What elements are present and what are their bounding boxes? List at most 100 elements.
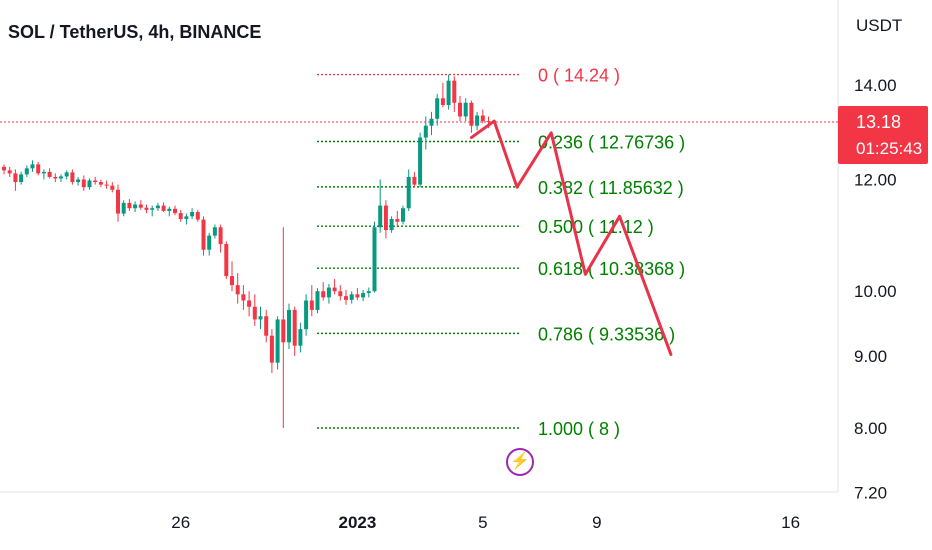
candle-body	[230, 276, 234, 286]
candle-body	[292, 309, 297, 346]
candle-body	[480, 115, 485, 122]
candle-body	[150, 208, 155, 210]
candle-body	[395, 219, 400, 222]
currency-label: USDT	[856, 16, 903, 35]
candle-body	[378, 205, 383, 228]
candle-body	[435, 98, 440, 119]
candle-body	[24, 168, 29, 175]
candle-body	[138, 204, 143, 208]
fib-level-label: 0.236 ( 12.76736 )	[538, 132, 685, 152]
last-price-badge: 13.18 01:25:43	[838, 106, 928, 164]
candle-body	[116, 189, 120, 214]
candle-body	[87, 180, 92, 188]
candle-body	[155, 205, 160, 209]
candle-body	[304, 300, 309, 330]
candle-body	[332, 287, 337, 292]
candle-body	[59, 176, 63, 179]
candle-body	[241, 294, 246, 301]
price-tick-label: 12.00	[854, 170, 897, 189]
candle-body	[184, 216, 189, 220]
candle-body	[178, 213, 183, 220]
candles	[2, 74, 491, 428]
candle-body	[429, 118, 434, 126]
candle-body	[81, 179, 86, 188]
candle-body	[458, 102, 462, 117]
candle-body	[383, 205, 388, 231]
candle-body	[98, 182, 103, 185]
candle-body	[173, 208, 177, 214]
candle-body	[36, 164, 41, 174]
candle-body	[247, 300, 252, 307]
fib-level-label: 1.000 ( 8 )	[538, 419, 620, 439]
fib-level-label: 0.500 ( 11.12 )	[538, 217, 654, 237]
candle-body	[469, 102, 474, 126]
fib-level-label: 0.382 ( 11.85632 )	[538, 178, 684, 198]
candle-body	[412, 176, 417, 185]
candle-body	[258, 316, 263, 320]
candle-body	[19, 174, 24, 183]
candle-body	[110, 185, 115, 190]
candle-body	[201, 219, 206, 250]
candle-body	[53, 176, 58, 179]
candle-body	[218, 227, 223, 245]
candle-body	[287, 309, 291, 343]
candle-body	[195, 211, 200, 220]
candle-body	[452, 80, 457, 103]
candle-body	[64, 172, 69, 177]
candle-body	[41, 171, 46, 174]
candle-body	[315, 291, 320, 310]
candle-body	[104, 184, 109, 186]
candle-body	[446, 80, 451, 106]
fib-level-label: 0.786 ( 9.33536 )	[538, 324, 675, 344]
candle-body	[70, 172, 75, 183]
candle-body	[190, 211, 195, 217]
candle-body	[252, 306, 257, 320]
price-tick-label: 9.00	[854, 347, 887, 366]
candle-body	[133, 204, 138, 209]
candle-body	[2, 166, 6, 171]
candle-body	[338, 291, 343, 297]
candle-body	[349, 294, 354, 300]
candle-body	[355, 294, 360, 298]
candle-body	[161, 205, 166, 211]
candle-body	[127, 202, 132, 209]
candle-body	[463, 102, 468, 117]
candle-body	[366, 291, 371, 294]
fib-level-label: 0.618 ( 10.38368 )	[538, 259, 685, 279]
price-tick-label: 10.00	[854, 282, 897, 301]
candle-body	[207, 235, 212, 250]
candle-body	[321, 291, 326, 298]
candle-body	[406, 176, 411, 209]
candle-body	[212, 227, 217, 236]
price-tick-label: 14.00	[854, 76, 897, 95]
bar-countdown: 01:25:43	[856, 139, 923, 158]
candle-body	[401, 208, 405, 222]
candle-body	[224, 244, 229, 277]
candle-body	[47, 171, 52, 177]
candle-body	[309, 300, 314, 310]
lightning-bolt-icon[interactable]: ⚡	[506, 448, 534, 476]
candle-body	[264, 316, 269, 336]
candle-body	[475, 115, 480, 126]
candle-body	[275, 319, 280, 363]
time-tick-label: 5	[478, 513, 487, 532]
time-tick-label: 2023	[338, 513, 376, 532]
time-tick-label: 26	[171, 513, 190, 532]
candle-body	[326, 287, 331, 298]
candle-body	[423, 125, 428, 138]
candle-body	[344, 296, 348, 300]
candle-body	[361, 293, 366, 298]
fib-level-label: 0 ( 14.24 )	[538, 66, 620, 86]
candle-body	[30, 164, 35, 169]
candle-body	[13, 173, 18, 183]
candle-body	[486, 121, 491, 123]
candle-body	[372, 227, 377, 292]
time-tick-label: 9	[592, 513, 601, 532]
projection-path	[469, 119, 673, 356]
candle-body	[121, 202, 126, 214]
candle-body	[418, 137, 423, 185]
time-tick-label: 16	[781, 513, 800, 532]
candle-body	[298, 329, 303, 346]
last-price: 13.18	[856, 112, 902, 132]
